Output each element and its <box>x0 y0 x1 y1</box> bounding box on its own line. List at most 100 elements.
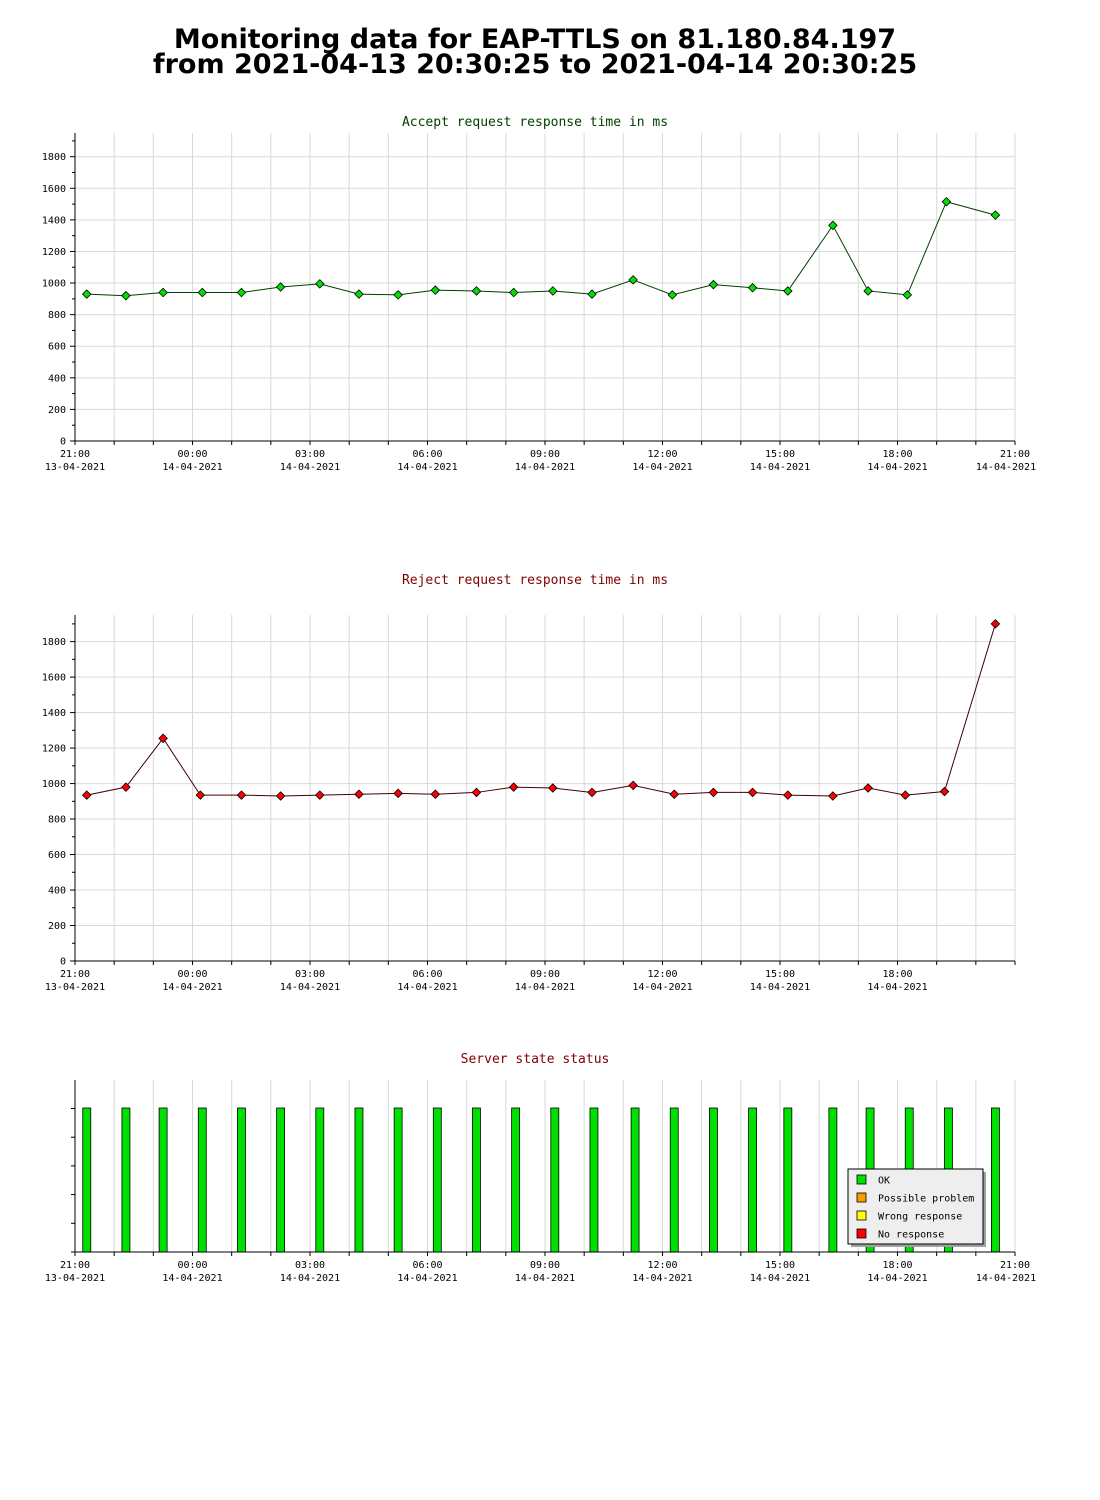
server-status-chart: Server state status OK Possible problem Wro… <box>45 1052 1036 1284</box>
x-tick-date-label: 13-04-2021 <box>45 982 105 993</box>
status-bar <box>669 1107 679 1253</box>
x-tick-date-label: 14-04-2021 <box>750 982 810 993</box>
legend-swatch <box>856 1210 867 1221</box>
data-point <box>393 290 403 300</box>
x-tick-time-label: 15:00 <box>765 969 795 980</box>
legend-box <box>847 1168 984 1245</box>
legend-swatch <box>856 1228 867 1239</box>
x-tick-date-label: 14-04-2021 <box>280 1273 340 1284</box>
data-point <box>236 790 247 800</box>
data-point <box>121 782 131 792</box>
status-bar <box>315 1107 325 1253</box>
data-point <box>471 286 482 296</box>
status-bar <box>276 1107 286 1253</box>
x-tick-date-label: 14-04-2021 <box>280 462 340 473</box>
y-tick-label: 1800 <box>42 637 66 648</box>
x-tick-time-label: 18:00 <box>882 449 912 460</box>
x-tick-date-label: 14-04-2021 <box>515 462 575 473</box>
y-tick-label: 0 <box>60 437 66 448</box>
y-tick-label: 200 <box>48 405 66 416</box>
data-point <box>902 290 913 300</box>
status-bar <box>991 1107 1000 1253</box>
data-point <box>315 279 325 289</box>
x-tick-date-label: 14-04-2021 <box>632 1273 692 1284</box>
chart-title: Reject request response time in ms <box>402 573 668 588</box>
data-point <box>628 275 638 285</box>
status-bar <box>432 1107 442 1253</box>
status-bar <box>589 1107 599 1253</box>
status-bar <box>237 1107 246 1253</box>
x-tick-time-label: 21:00 <box>60 449 90 460</box>
status-bar <box>121 1107 131 1253</box>
data-point <box>939 786 950 797</box>
y-tick-label: 1600 <box>42 184 66 195</box>
data-point <box>354 289 364 299</box>
status-bar <box>550 1107 560 1253</box>
status-bar <box>511 1107 521 1253</box>
data-point <box>548 783 558 793</box>
x-tick-date-label: 14-04-2021 <box>750 462 810 473</box>
x-tick-time-label: 21:00 <box>1000 449 1030 460</box>
data-point <box>783 790 793 800</box>
legend-swatch <box>856 1192 867 1203</box>
data-point <box>508 287 519 298</box>
status-bar <box>783 1107 793 1253</box>
data-point <box>863 783 873 793</box>
chart-title: Server state status <box>461 1052 610 1067</box>
x-tick-time-label: 09:00 <box>530 449 560 460</box>
x-tick-date-label: 14-04-2021 <box>867 1273 927 1284</box>
data-point <box>430 789 441 799</box>
x-tick-date-label: 14-04-2021 <box>632 982 692 993</box>
data-point <box>195 790 206 800</box>
x-tick-time-label: 21:00 <box>1000 1260 1030 1271</box>
status-bar <box>709 1107 718 1253</box>
data-point <box>669 789 680 799</box>
data-point <box>81 289 92 299</box>
x-tick-time-label: 15:00 <box>765 1260 795 1271</box>
x-tick-date-label: 14-04-2021 <box>397 1273 457 1284</box>
page-title-line-2: from 2021-04-13 20:30:25 to 2021-04-14 2… <box>152 49 918 80</box>
legend-label: OK <box>878 1176 890 1187</box>
legend-label: Wrong response <box>878 1212 962 1223</box>
legend-label: Possible problem <box>878 1194 974 1205</box>
x-tick-time-label: 06:00 <box>412 449 442 460</box>
x-tick-date-label: 14-04-2021 <box>867 982 927 993</box>
x-tick-time-label: 12:00 <box>647 969 677 980</box>
x-tick-date-label: 14-04-2021 <box>397 462 457 473</box>
page-title-line-1: Monitoring data for EAP-TTLS on 81.180.8… <box>173 24 897 55</box>
data-point <box>275 282 286 292</box>
x-tick-date-label: 14-04-2021 <box>515 1273 575 1284</box>
data-point <box>548 286 558 296</box>
y-tick-label: 800 <box>48 310 66 321</box>
status-bar <box>748 1107 757 1253</box>
x-tick-date-label: 14-04-2021 <box>162 982 222 993</box>
data-point <box>236 287 247 298</box>
x-tick-time-label: 21:00 <box>60 969 90 980</box>
x-tick-date-label: 14-04-2021 <box>867 462 927 473</box>
data-point <box>900 790 911 800</box>
y-tick-label: 0 <box>60 957 66 968</box>
x-tick-time-label: 12:00 <box>647 449 677 460</box>
y-tick-label: 400 <box>48 886 66 897</box>
y-tick-label: 800 <box>48 815 66 826</box>
x-tick-time-label: 15:00 <box>765 449 795 460</box>
data-point <box>941 196 952 207</box>
data-point <box>708 787 719 798</box>
x-tick-date-label: 14-04-2021 <box>397 982 457 993</box>
data-point <box>667 290 678 300</box>
data-point <box>354 789 364 799</box>
y-tick-label: 600 <box>48 342 66 353</box>
data-point <box>863 286 873 296</box>
status-bar <box>158 1107 168 1253</box>
y-tick-label: 1200 <box>42 247 66 258</box>
series-line <box>86 623 996 797</box>
data-point <box>783 286 793 296</box>
x-tick-date-label: 14-04-2021 <box>515 982 575 993</box>
status-bar <box>354 1107 364 1253</box>
y-tick-label: 1400 <box>42 708 66 719</box>
data-point <box>628 780 638 791</box>
data-point <box>315 790 325 800</box>
data-point <box>158 287 168 298</box>
x-tick-time-label: 06:00 <box>412 969 442 980</box>
x-tick-time-label: 09:00 <box>530 1260 560 1271</box>
